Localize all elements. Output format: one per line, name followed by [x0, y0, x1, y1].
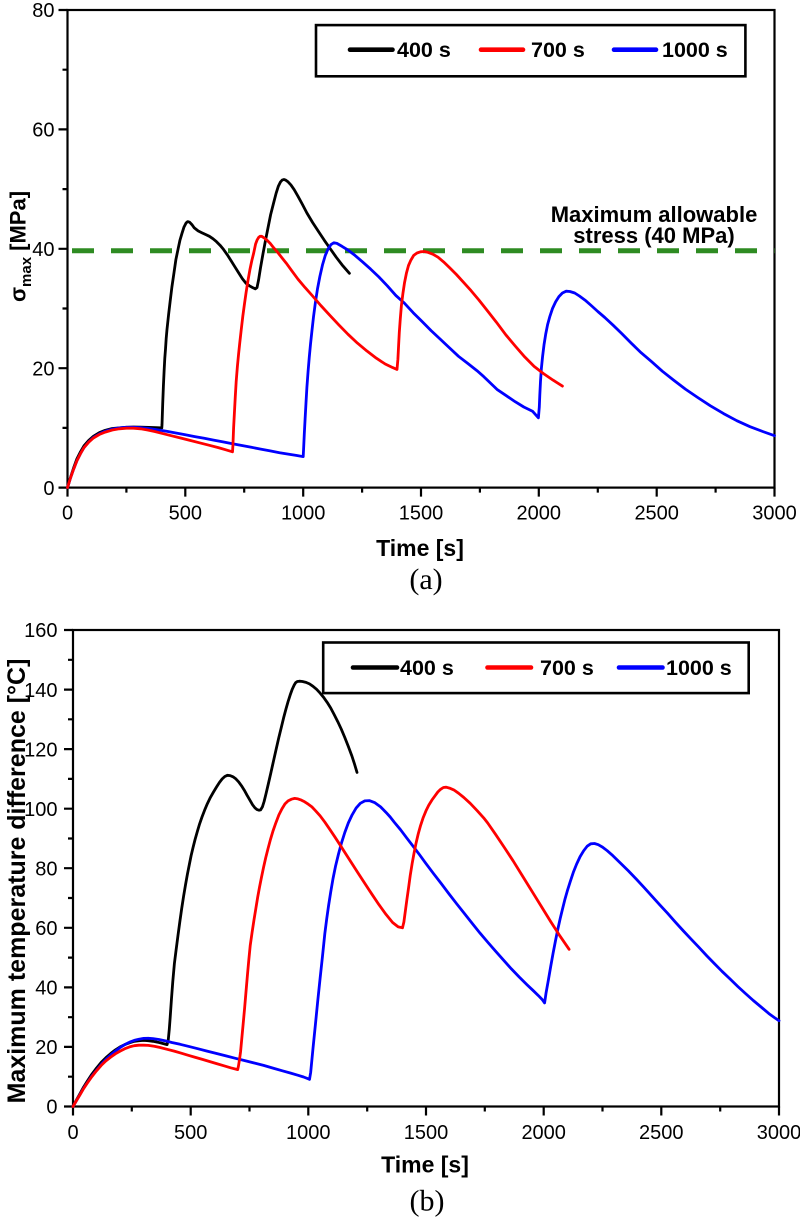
svg-text:100: 100 [24, 799, 57, 821]
svg-text:stress (40 MPa): stress (40 MPa) [573, 223, 734, 248]
svg-text:σmax [MPa]: σmax [MPa] [6, 191, 36, 302]
svg-text:2500: 2500 [634, 503, 679, 525]
svg-text:0: 0 [43, 478, 54, 500]
svg-text:500: 500 [169, 503, 202, 525]
svg-text:40: 40 [32, 239, 54, 261]
svg-text:(a): (a) [409, 563, 442, 596]
svg-text:60: 60 [35, 918, 57, 940]
svg-text:80: 80 [35, 859, 57, 881]
svg-text:20: 20 [32, 358, 54, 380]
svg-text:80: 80 [32, 0, 54, 22]
svg-text:1000 s: 1000 s [666, 656, 732, 680]
svg-text:Maximum allowable: Maximum allowable [551, 202, 758, 227]
svg-text:700 s: 700 s [540, 656, 594, 680]
svg-text:2000: 2000 [521, 1122, 566, 1144]
svg-text:400 s: 400 s [400, 656, 454, 680]
svg-text:0: 0 [46, 1097, 57, 1119]
svg-text:3000: 3000 [757, 1122, 800, 1144]
svg-text:1500: 1500 [404, 1122, 449, 1144]
svg-text:160: 160 [24, 620, 57, 642]
svg-text:400 s: 400 s [397, 38, 451, 62]
svg-text:140: 140 [24, 680, 57, 702]
svg-text:Time [s]: Time [s] [381, 1152, 469, 1178]
svg-text:1500: 1500 [399, 503, 444, 525]
svg-text:Maximum temperature difference: Maximum temperature difference [°C] [3, 659, 31, 1104]
svg-text:120: 120 [24, 739, 57, 761]
svg-text:0: 0 [62, 503, 73, 525]
svg-text:40: 40 [35, 978, 57, 1000]
svg-text:500: 500 [174, 1122, 207, 1144]
svg-text:2000: 2000 [517, 503, 562, 525]
svg-text:20: 20 [35, 1037, 57, 1059]
svg-text:60: 60 [32, 120, 54, 142]
svg-text:1000: 1000 [281, 503, 326, 525]
svg-text:1000: 1000 [286, 1122, 331, 1144]
svg-text:Time [s]: Time [s] [376, 535, 464, 561]
svg-text:1000 s: 1000 s [662, 38, 728, 62]
svg-text:(b): (b) [410, 1185, 445, 1218]
svg-text:0: 0 [67, 1122, 78, 1144]
svg-text:3000: 3000 [752, 503, 797, 525]
svg-text:2500: 2500 [639, 1122, 684, 1144]
svg-text:700 s: 700 s [531, 38, 585, 62]
